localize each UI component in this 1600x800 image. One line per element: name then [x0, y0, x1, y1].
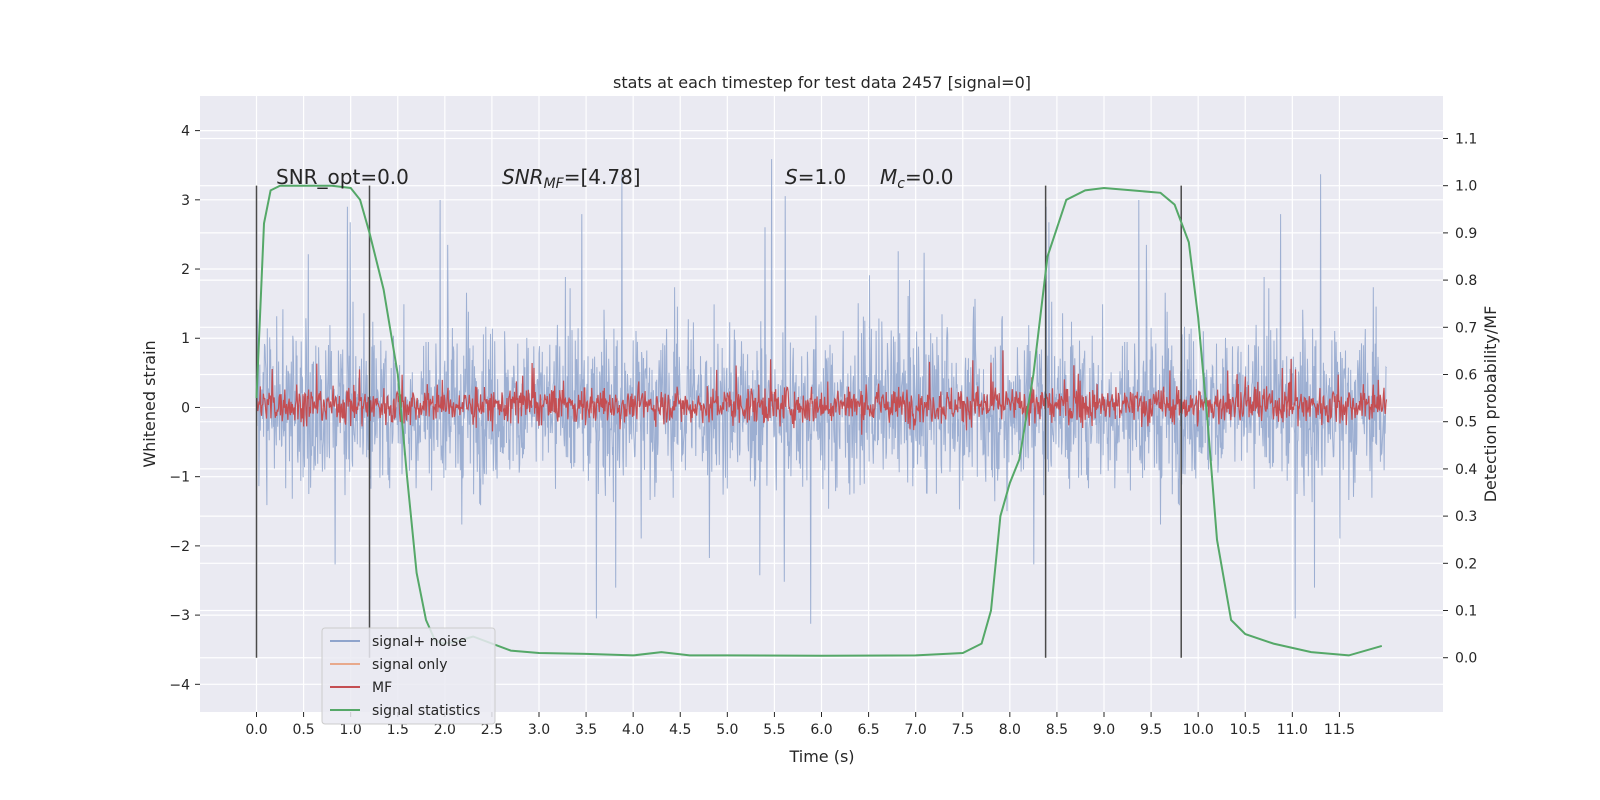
legend: signal+ noise signal only MF signal stat… [321, 627, 496, 725]
annotation-mc: Mc=0.0 [880, 165, 954, 192]
y-tick-label: 3 [181, 193, 190, 209]
x-tick-label: 9.0 [1093, 722, 1115, 738]
y-tick-label: −2 [169, 539, 190, 555]
annotation-s: S=1.0 [785, 165, 846, 189]
y-axis-label: Whitened strain [140, 340, 159, 467]
vertical-markers [255, 185, 1182, 658]
chart-title: stats at each timestep for test data 245… [613, 73, 1031, 92]
x-tick-label: 7.0 [905, 722, 927, 738]
y-tick-label: 2 [181, 262, 190, 278]
y2-axis-ticks: 1.1 1.0 0.9 0.8 0.7 0.6 0.5 0.4 0.3 0.2 0.1 0.0 [1443, 131, 1477, 667]
x-tick-label: 4.5 [669, 722, 691, 738]
annotation-snr-mf: SNRMF=[4.78] [502, 165, 641, 192]
x-tick-label: 9.5 [1140, 722, 1162, 738]
y2-tick-label: 0.4 [1455, 462, 1477, 478]
y2-tick-label: 0.6 [1455, 367, 1477, 383]
series-mf-line [255, 350, 1388, 435]
y-tick-label: −1 [169, 470, 190, 486]
x-tick-label: 1.0 [340, 722, 362, 738]
y2-tick-label: 0.1 [1455, 604, 1477, 620]
x-tick-label: 3.0 [528, 722, 550, 738]
series-mf [255, 350, 1388, 435]
annotation-mc-sub: c [897, 176, 905, 192]
x-tick-label: 10.0 [1183, 722, 1214, 738]
legend-label-signal-statistics: signal statistics [372, 703, 480, 719]
x-tick-label: 0.5 [292, 722, 314, 738]
y2-tick-label: 0.7 [1455, 320, 1477, 336]
y2-tick-label: 0.8 [1455, 273, 1477, 289]
legend-label-signal-noise: signal+ noise [372, 634, 467, 650]
legend-label-mf: MF [372, 680, 392, 696]
y-tick-label: −3 [169, 608, 190, 624]
annotation-mc-value: =0.0 [905, 165, 954, 189]
x-tick-label: 6.5 [857, 722, 879, 738]
y2-tick-label: 0.0 [1455, 651, 1477, 667]
legend-frame [321, 627, 496, 725]
y2-tick-label: 1.0 [1455, 179, 1477, 195]
y2-tick-label: 0.2 [1455, 556, 1477, 572]
annotations: SNR_opt=0.0 SNRMF=[4.78] S=1.0 Mc=0.0 [276, 165, 954, 192]
y2-tick-label: 1.1 [1455, 131, 1477, 147]
x-tick-label: 5.0 [716, 722, 738, 738]
annotation-snr-mf-value: =[4.78] [564, 165, 641, 189]
y2-tick-label: 0.9 [1455, 226, 1477, 242]
y-tick-label: −4 [169, 677, 190, 693]
y-tick-label: 0 [181, 400, 190, 416]
series-signal-statistics [255, 184, 1383, 657]
x-tick-label: 3.5 [575, 722, 597, 738]
annotation-snr-mf-main: SNR [502, 165, 544, 189]
y-tick-label: 4 [181, 124, 190, 140]
x-tick-label: 1.5 [387, 722, 409, 738]
series-signal-statistics-line [255, 184, 1383, 657]
annotation-s-value: =1.0 [798, 165, 847, 189]
x-tick-label: 7.5 [952, 722, 974, 738]
x-tick-label: 2.5 [481, 722, 503, 738]
legend-label-signal-only: signal only [372, 657, 447, 673]
x-tick-label: 11.5 [1324, 722, 1355, 738]
x-tick-label: 0.0 [245, 722, 267, 738]
x-axis-label: Time (s) [788, 747, 854, 766]
x-tick-label: 8.5 [1046, 722, 1068, 738]
annotation-snr-mf-sub: MF [544, 176, 565, 192]
x-tick-label: 2.0 [434, 722, 456, 738]
x-axis-ticks: 0.0 0.5 1.0 1.5 2.0 2.5 3.0 3.5 4.0 4.5 5.0 5.5 6.0 6… [245, 712, 1355, 738]
y2-tick-label: 0.3 [1455, 509, 1477, 525]
x-tick-label: 11.0 [1277, 722, 1308, 738]
x-tick-label: 4.0 [622, 722, 644, 738]
annotation-s-main: S [785, 165, 798, 189]
y2-axis-label: Detection probability/MF [1481, 306, 1500, 503]
y-axis-ticks: 4 3 2 1 0 −1 −2 −3 −4 [169, 124, 200, 693]
x-tick-label: 5.5 [763, 722, 785, 738]
annotation-snr-opt: SNR_opt=0.0 [276, 165, 409, 189]
x-tick-label: 6.0 [810, 722, 832, 738]
annotation-mc-main: M [880, 165, 897, 189]
y2-tick-label: 0.5 [1455, 415, 1477, 431]
x-tick-label: 8.0 [999, 722, 1021, 738]
x-tick-label: 10.5 [1230, 722, 1261, 738]
y-tick-label: 1 [181, 331, 190, 347]
